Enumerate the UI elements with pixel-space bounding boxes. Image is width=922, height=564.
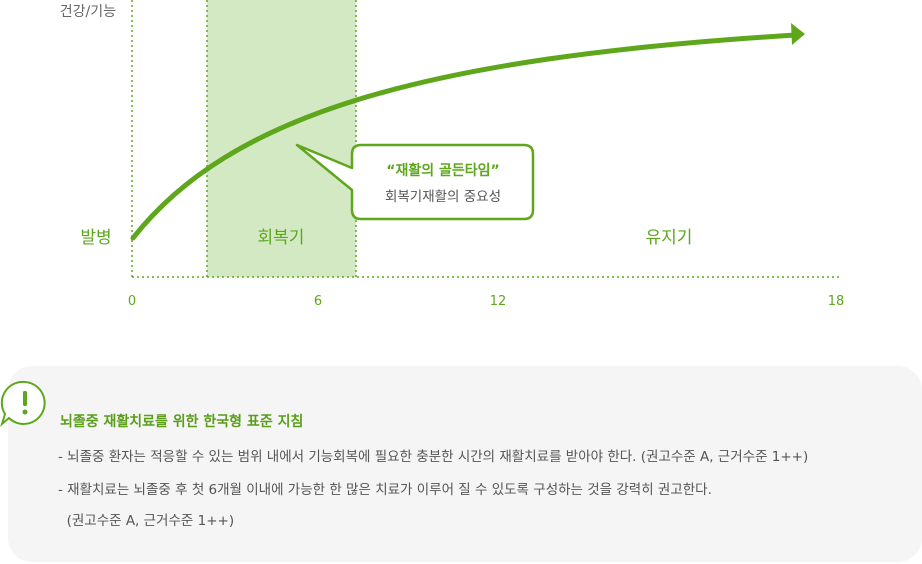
guideline-title: 뇌졸중 재활치료를 위한 한국형 표준 지침 (60, 414, 304, 430)
phase-onset-label: 발병 (80, 228, 111, 248)
exclamation-icon (0, 380, 46, 427)
callout-bubble (295, 143, 535, 221)
x-tick-6: 6 (314, 294, 322, 309)
y-axis-label: 건강/기능 (60, 4, 116, 20)
phase-recovery-label: 회복기 (258, 228, 305, 248)
x-tick-0: 0 (128, 294, 136, 309)
curve-arrowhead-icon (791, 23, 805, 45)
recovery-band (207, 0, 356, 277)
guideline-box (8, 366, 922, 562)
guideline-line-3: (권고수준 A, 근거수준 1++) (58, 513, 235, 529)
x-tick-12: 12 (490, 294, 507, 309)
callout-title: “재활의 골든타임” (386, 162, 499, 179)
recovery-diagram: 건강/기능 0 6 12 18 발병 회복기 유지기 “재활의 골든타임” 회복… (60, 0, 845, 309)
guideline-line-1: - 뇌졸중 환자는 적응할 수 있는 범위 내에서 기능회복에 필요한 충분한 … (58, 449, 809, 465)
callout-subtitle: 회복기재활의 중요성 (385, 189, 501, 205)
guideline-line-2: - 재활치료는 뇌졸중 후 첫 6개월 이내에 가능한 한 많은 치료가 이루어… (58, 482, 712, 498)
x-tick-18: 18 (828, 294, 845, 309)
phase-maintenance-label: 유지기 (646, 228, 693, 248)
recovery-curve (130, 32, 799, 241)
